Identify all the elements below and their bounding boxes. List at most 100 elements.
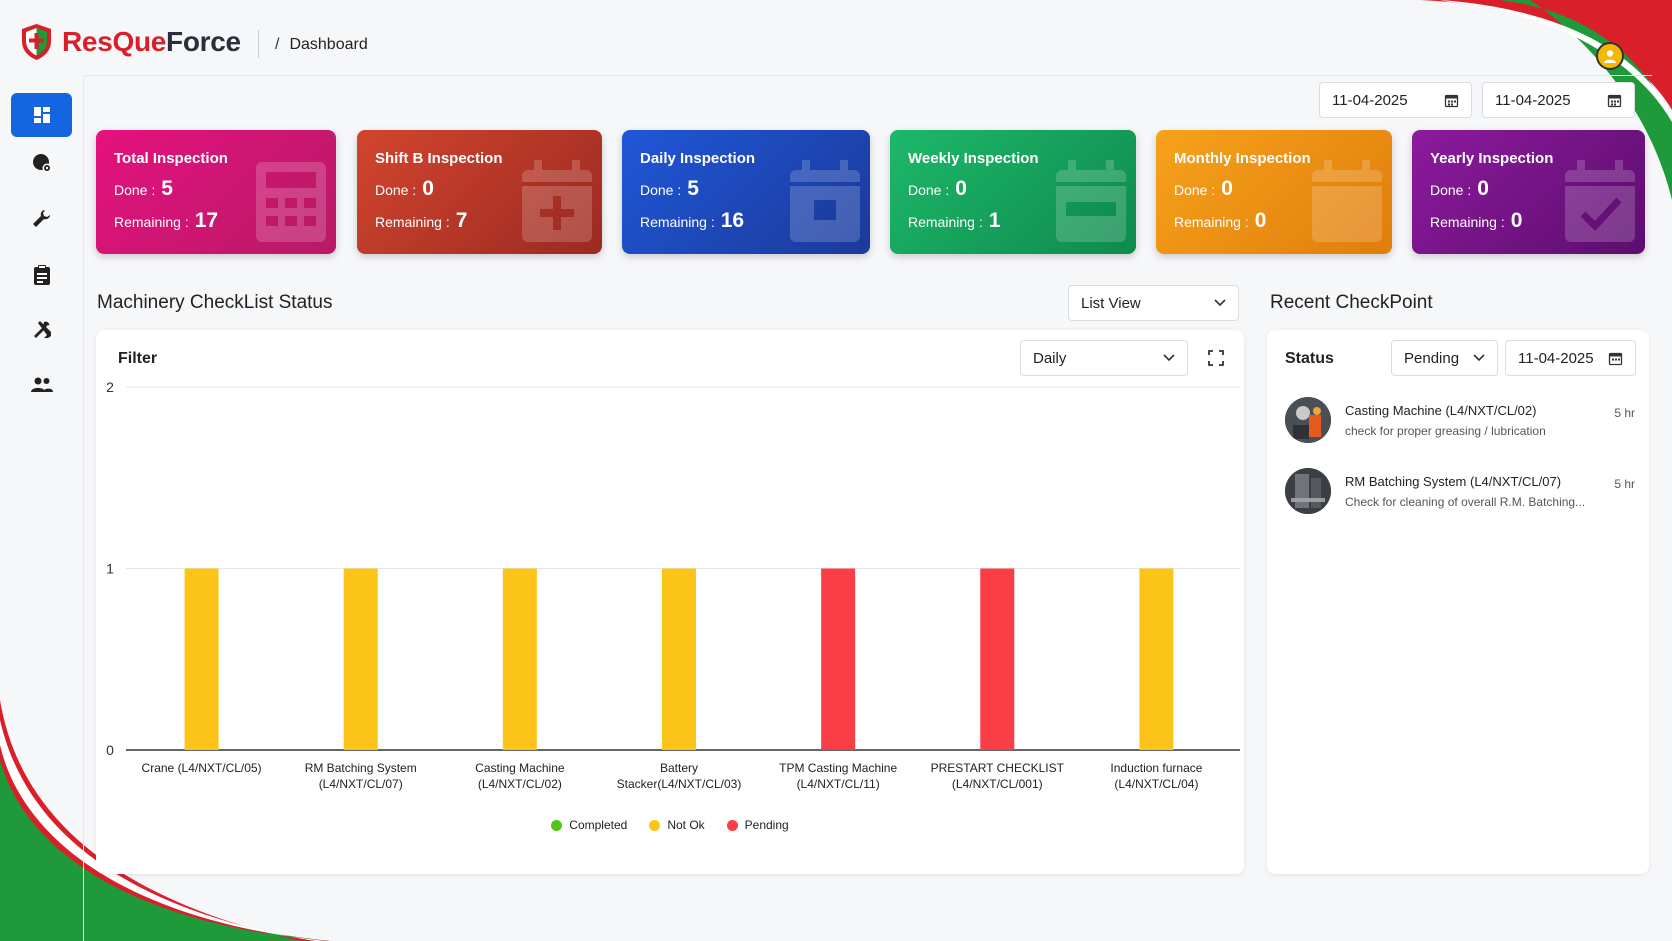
date-to-value: 11-04-2025 xyxy=(1495,91,1571,109)
user-icon xyxy=(1604,50,1616,63)
checkpoint-title: RM Batching System (L4/NXT/CL/07) xyxy=(1345,473,1562,489)
dashboard-icon xyxy=(33,107,50,123)
sidebar-item-checklists[interactable] xyxy=(11,253,72,297)
period-select-value: Daily xyxy=(1033,349,1067,367)
card-remaining-value: 7 xyxy=(455,209,468,232)
card-yearly-inspection[interactable]: Yearly Inspection Done :0 Remaining :0 xyxy=(1412,130,1645,254)
card-remaining-row: Remaining : 0 xyxy=(1174,209,1374,233)
list-item[interactable]: RM Batching System (L4/NXT/CL/07) Check … xyxy=(1285,465,1635,517)
top-bar: ResQueForce / Dashboard xyxy=(0,0,1672,76)
chart-bar xyxy=(343,568,378,750)
fullscreen-button[interactable] xyxy=(1208,350,1224,371)
card-done-label: Done : xyxy=(1174,182,1216,198)
legend-item[interactable]: Not Ok xyxy=(649,818,705,832)
x-tick-label: Stacker(L4/NXT/CL/03) xyxy=(617,777,742,791)
sidebar-item-machines[interactable] xyxy=(11,141,72,185)
calculator-icon xyxy=(256,162,326,242)
x-tick-label: Casting Machine xyxy=(475,761,565,775)
tools-icon xyxy=(33,321,51,338)
filter-label: Filter xyxy=(118,350,158,367)
x-tick-label: TPM Casting Machine xyxy=(779,761,897,775)
calendar-week-icon xyxy=(1056,160,1126,242)
card-shift-b-inspection[interactable]: Shift B Inspection Done : 0 Remaining : 7 xyxy=(357,130,602,254)
fullscreen-icon xyxy=(1208,350,1224,366)
date-to-field[interactable]: 11-04-2025 xyxy=(1482,82,1635,118)
sidebar-item-tools[interactable] xyxy=(11,308,72,352)
legend-item[interactable]: Completed xyxy=(551,818,627,832)
card-daily-inspection[interactable]: Daily Inspection Done : 5 Remaining : 16 xyxy=(622,130,870,254)
card-title: Shift B Inspection xyxy=(375,150,503,167)
breadcrumb: / Dashboard xyxy=(275,36,368,54)
card-monthly-inspection[interactable]: Monthly Inspection Done : 0 Remaining : 0 xyxy=(1156,130,1392,254)
status-select[interactable]: Pending xyxy=(1391,340,1498,376)
period-select[interactable]: Daily xyxy=(1020,340,1188,376)
card-remaining-label: Remaining : xyxy=(1174,214,1249,230)
card-weekly-inspection[interactable]: Weekly Inspection Done : 0 Remaining : 1 xyxy=(890,130,1136,254)
chart-bar xyxy=(662,568,696,750)
y-tick-label: 2 xyxy=(106,379,114,395)
card-remaining-label: Remaining : xyxy=(640,214,715,230)
card-done-value: 0 xyxy=(955,177,967,200)
user-avatar[interactable] xyxy=(1596,42,1624,70)
x-tick-label: RM Batching System xyxy=(305,761,417,775)
card-remaining-value: 16 xyxy=(720,209,745,232)
x-tick-label: (L4/NXT/CL/02) xyxy=(478,777,562,791)
shield-logo-icon xyxy=(22,24,51,60)
app-name-part2: Force xyxy=(166,26,241,57)
card-done-row: Done : 0 xyxy=(1174,177,1374,201)
card-remaining-label: Remaining : xyxy=(908,214,983,230)
x-tick-label: PRESTART CHECKLIST xyxy=(931,761,1065,775)
card-done-row: Done : 0 xyxy=(908,177,1118,201)
checkpoint-date-field[interactable]: 11-04-2025 xyxy=(1505,340,1636,376)
legend-item[interactable]: Pending xyxy=(726,818,789,832)
card-remaining-label: Remaining : xyxy=(375,214,450,230)
card-title: Daily Inspection xyxy=(640,150,756,167)
clipboard-icon xyxy=(33,265,50,285)
view-select[interactable]: List View xyxy=(1068,285,1239,321)
card-remaining-value: 0 xyxy=(1254,209,1267,232)
sidebar xyxy=(0,76,84,941)
card-done-row: Done : 0 xyxy=(1430,177,1627,201)
x-tick-label: (L4/NXT/CL/07) xyxy=(319,777,403,791)
date-from-field[interactable]: 11-04-2025 xyxy=(1319,82,1472,118)
chevron-down-icon xyxy=(1214,299,1226,307)
x-tick-label: (L4/NXT/CL/04) xyxy=(1114,777,1198,791)
card-remaining-row: Remaining : 17 xyxy=(114,209,318,233)
x-tick-label: (L4/NXT/CL/11) xyxy=(797,777,880,791)
chart-bar xyxy=(184,568,219,750)
legend-dot xyxy=(649,819,661,831)
chart-bar xyxy=(502,568,537,750)
card-remaining-label: Remaining : xyxy=(1430,214,1505,230)
app-name-part1: ResQue xyxy=(62,26,167,57)
card-done-label: Done : xyxy=(375,182,417,198)
card-title: Monthly Inspection xyxy=(1174,150,1311,167)
card-remaining-row: Remaining : 16 xyxy=(640,209,852,233)
sidebar-item-maintenance[interactable] xyxy=(11,197,72,241)
card-remaining-row: Remaining : 0 xyxy=(1430,209,1627,233)
calendar-day-icon xyxy=(790,160,860,242)
date-from-value: 11-04-2025 xyxy=(1332,91,1408,109)
list-item[interactable]: Casting Machine (L4/NXT/CL/02) check for… xyxy=(1285,394,1635,446)
calendar-plus-icon xyxy=(522,160,592,242)
chevron-down-icon xyxy=(1473,354,1485,362)
app-logo[interactable]: ResQueForce xyxy=(20,23,241,61)
y-tick-label: 0 xyxy=(106,742,114,758)
card-total-inspection[interactable]: Total Inspection Done : 5 Remaining : 17 xyxy=(96,130,336,254)
legend-label: Not Ok xyxy=(667,818,705,832)
y-tick-label: 1 xyxy=(106,561,114,577)
machinery-chart-panel: Filter Daily 0 1 2 Crane (L4/NXT/CL/05) RM B… xyxy=(96,330,1244,874)
card-done-value: 0 xyxy=(1221,177,1233,200)
legend-label: Pending xyxy=(744,818,789,832)
calendar-icon xyxy=(1444,94,1459,107)
card-done-label: Done : xyxy=(1430,182,1472,198)
status-label: Status xyxy=(1285,350,1334,367)
x-tick-label: Crane (L4/NXT/CL/05) xyxy=(142,761,262,775)
sidebar-item-dashboard[interactable] xyxy=(11,93,72,137)
checkpoint-time: 5 hr xyxy=(1614,406,1635,420)
chart-bar xyxy=(821,568,856,750)
sidebar-item-users[interactable] xyxy=(11,363,72,407)
recent-checkpoint-panel: Status Pending 11-04-2025 Casting Machin… xyxy=(1267,330,1649,874)
checkpoint-text: RM Batching System (L4/NXT/CL/07) Check … xyxy=(1345,474,1604,509)
checkpoint-subtitle: check for proper greasing / lubrication xyxy=(1345,423,1546,438)
checkpoint-subtitle: Check for cleaning of overall R.M. Batch… xyxy=(1345,494,1586,509)
